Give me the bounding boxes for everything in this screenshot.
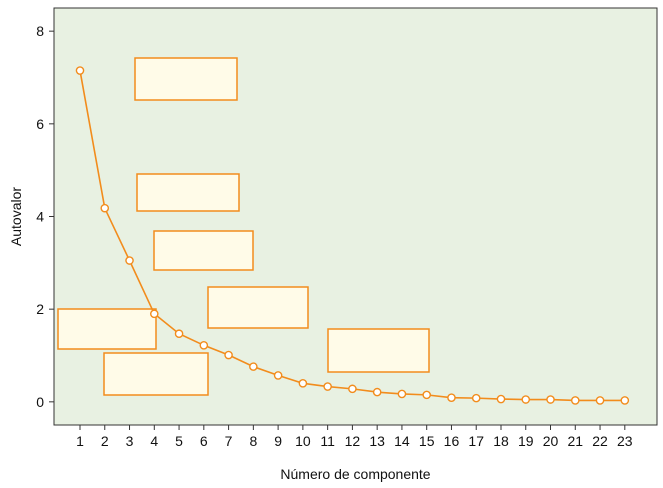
data-point <box>422 390 431 400</box>
data-point <box>149 309 159 319</box>
x-tick-label: 16 <box>444 433 460 449</box>
x-tick-label: 11 <box>320 433 335 449</box>
annotation-box <box>103 352 209 396</box>
series-eigenvalues <box>75 66 630 405</box>
x-tick-label: 8 <box>249 433 257 449</box>
data-point <box>348 384 357 394</box>
data-point <box>397 389 407 399</box>
data-point <box>471 393 481 403</box>
x-tick-label: 15 <box>419 433 435 449</box>
data-point <box>298 378 308 388</box>
annotation-box <box>136 173 240 212</box>
x-tick-label: 4 <box>150 433 158 449</box>
x-tick-label: 7 <box>225 433 233 449</box>
x-tick-label: 6 <box>200 433 208 449</box>
data-point <box>372 387 382 397</box>
data-point <box>224 350 233 360</box>
data-point <box>100 203 110 213</box>
x-tick-label: 12 <box>345 433 361 449</box>
data-point <box>75 66 85 75</box>
y-tick-label: 8 <box>36 23 44 39</box>
annotation-box <box>207 286 309 329</box>
data-point <box>323 382 332 391</box>
data-point <box>496 394 506 404</box>
x-tick-label: 9 <box>274 433 282 449</box>
annotation-box <box>57 308 157 350</box>
y-tick-label: 2 <box>36 301 44 317</box>
x-tick-label: 14 <box>394 433 410 449</box>
data-point <box>620 396 630 405</box>
x-tick-label: 3 <box>126 433 134 449</box>
data-point <box>174 329 184 339</box>
x-tick-label: 5 <box>175 433 183 449</box>
x-tick-label: 18 <box>493 433 509 449</box>
x-tick-label: 22 <box>592 433 608 449</box>
x-tick-label: 23 <box>617 433 633 449</box>
x-tick-label: 13 <box>369 433 385 449</box>
data-point <box>199 341 209 350</box>
x-tick-label: 10 <box>295 433 311 449</box>
x-tick-label: 19 <box>518 433 534 449</box>
annotation-boxes <box>57 57 430 396</box>
data-point <box>447 393 456 402</box>
x-axis: 1 2 3 4 5 6 7 8 9 10 11 12 13 14 15 16 17 18 19 20 21 22 23 <box>76 425 633 449</box>
y-tick-label: 6 <box>36 116 44 132</box>
data-point <box>273 371 283 380</box>
annotation-box <box>327 328 430 373</box>
data-point <box>546 395 555 404</box>
x-tick-label: 21 <box>567 433 583 449</box>
annotation-box <box>134 57 238 101</box>
x-axis-title: Número de componente <box>280 466 430 482</box>
x-tick-label: 1 <box>76 433 84 449</box>
x-tick-label: 17 <box>468 433 484 449</box>
annotation-box <box>153 230 254 271</box>
data-point <box>249 362 258 371</box>
data-point <box>521 395 531 404</box>
y-tick-label: 0 <box>36 394 44 410</box>
y-tick-label: 4 <box>36 209 44 225</box>
data-point <box>570 396 580 405</box>
data-point <box>125 256 134 265</box>
x-tick-label: 20 <box>543 433 559 449</box>
y-axis: 0 2 4 6 8 <box>36 23 54 410</box>
y-axis-title: Autovalor <box>8 187 24 246</box>
x-tick-label: 2 <box>101 433 109 449</box>
data-point <box>595 396 605 405</box>
